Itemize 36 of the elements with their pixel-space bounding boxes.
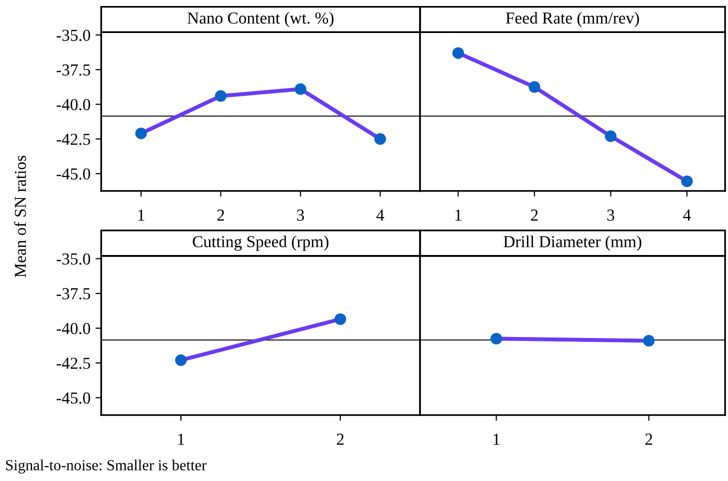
point — [528, 81, 540, 93]
x-tick-label: 4 — [683, 210, 691, 221]
point — [294, 83, 306, 95]
x-tick-label: 1 — [178, 434, 184, 445]
chart-title: Feed Rate (mm/rev) — [506, 12, 639, 28]
chart-title: Nano Content (wt. %) — [188, 12, 334, 28]
chart-title: Cutting Speed (rpm) — [192, 236, 328, 251]
x-tick-label: 2 — [645, 434, 652, 445]
y-tick-label: -37.5 — [56, 64, 90, 76]
y-tick-label: -45.0 — [56, 392, 90, 404]
y-tick-label: -40.0 — [56, 99, 90, 110]
x-tick-label: 4 — [376, 210, 384, 221]
x-tick-label: 1 — [455, 210, 462, 221]
x-tick-label: 2 — [531, 210, 538, 221]
x-tick-label: 2 — [336, 434, 344, 445]
point — [452, 47, 464, 59]
x-tick-label: 1 — [138, 210, 144, 221]
y-tick-label: -40.0 — [56, 322, 90, 334]
point — [374, 133, 386, 145]
point — [681, 175, 693, 188]
y-tick-label: -37.5 — [56, 288, 90, 300]
text: Signal-to-noise: Smaller is better — [6, 460, 207, 474]
chart-title: Drill Diameter (mm) — [504, 236, 642, 251]
y-tick-label: -35.0 — [56, 253, 90, 265]
y-tick-label: -42.5 — [56, 134, 90, 145]
y-tick-label: -35.0 — [56, 30, 90, 42]
point — [135, 128, 147, 140]
x-tick-label: 3 — [607, 210, 614, 221]
y-tick-label: -45.0 — [56, 168, 90, 180]
y-tick-label: -42.5 — [56, 358, 90, 369]
y-axis-title: Mean of SN ratios — [14, 156, 26, 278]
x-tick-label: 3 — [297, 210, 304, 221]
point — [604, 130, 617, 142]
point — [214, 90, 227, 102]
x-tick-label: 2 — [217, 210, 224, 221]
x-tick-label: 1 — [494, 434, 500, 445]
